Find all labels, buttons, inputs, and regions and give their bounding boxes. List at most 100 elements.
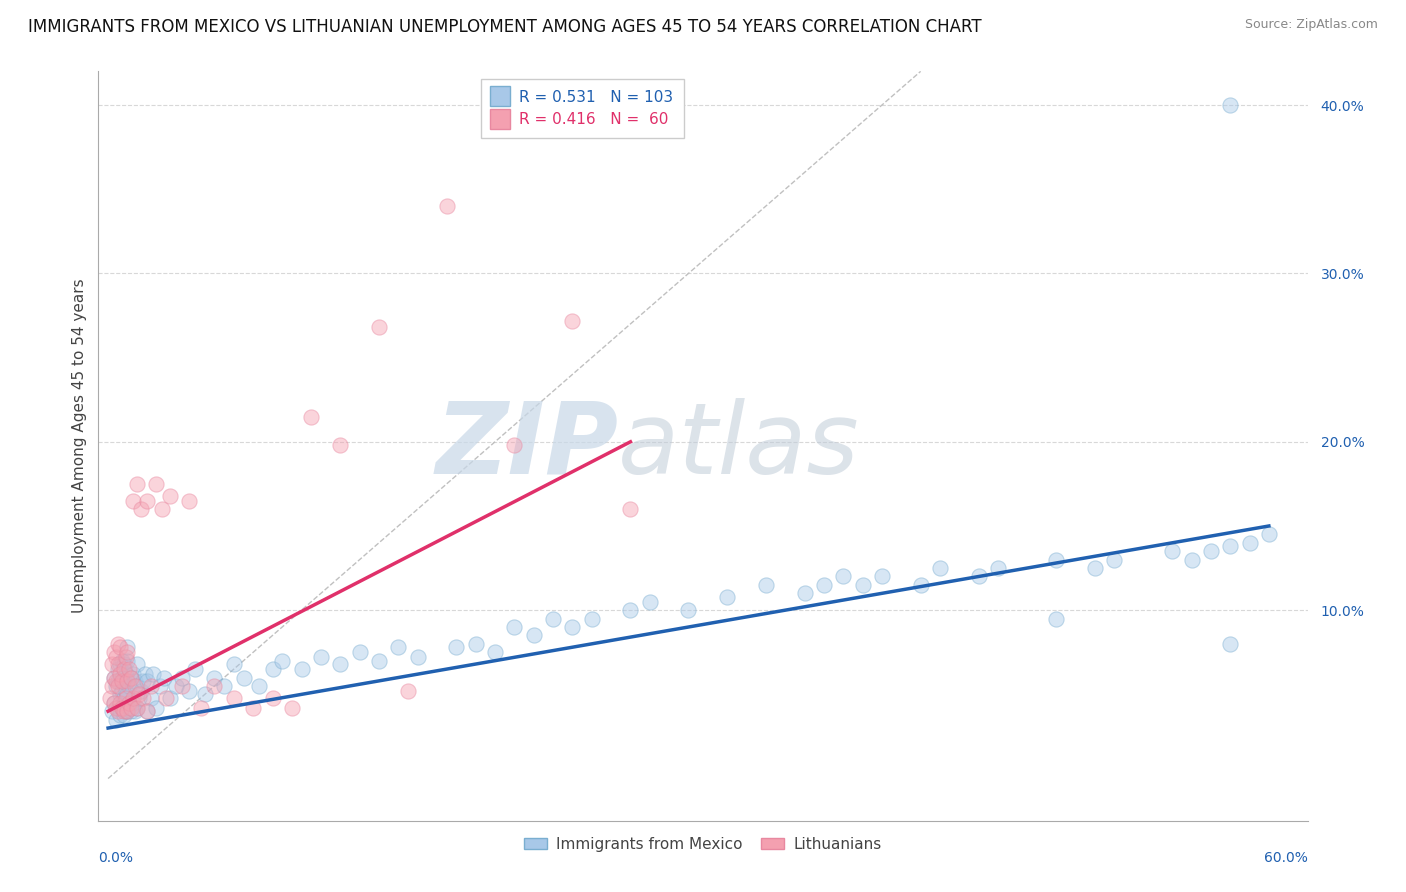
Point <box>142 667 165 681</box>
Point <box>155 690 177 705</box>
Point <box>149 679 172 693</box>
Point <box>101 679 124 693</box>
Point <box>129 502 152 516</box>
Point <box>120 701 142 715</box>
Point <box>262 662 284 676</box>
Point <box>619 603 641 617</box>
Point <box>120 671 142 685</box>
Text: IMMIGRANTS FROM MEXICO VS LITHUANIAN UNEMPLOYMENT AMONG AGES 45 TO 54 YEARS CORR: IMMIGRANTS FROM MEXICO VS LITHUANIAN UNE… <box>28 18 981 36</box>
Point <box>247 679 270 693</box>
Point <box>987 561 1010 575</box>
Point <box>1161 544 1184 558</box>
Point <box>159 489 181 503</box>
Point <box>118 662 141 676</box>
Point <box>179 684 201 698</box>
Point <box>135 673 157 688</box>
Point <box>135 493 157 508</box>
Point <box>118 696 141 710</box>
Point <box>127 657 149 671</box>
Point <box>309 650 332 665</box>
Point <box>107 657 129 671</box>
Point <box>716 590 738 604</box>
Point <box>127 701 149 715</box>
Point <box>108 667 131 681</box>
Point <box>1239 536 1261 550</box>
Point <box>793 586 815 600</box>
Point <box>117 671 139 685</box>
Point <box>134 667 156 681</box>
Point <box>107 673 129 688</box>
Text: 60.0%: 60.0% <box>1264 851 1308 864</box>
Point <box>128 690 150 705</box>
Point <box>281 701 304 715</box>
Point <box>117 645 139 659</box>
Point <box>107 637 129 651</box>
Point <box>104 673 127 688</box>
Legend: Immigrants from Mexico, Lithuanians: Immigrants from Mexico, Lithuanians <box>519 830 887 858</box>
Point <box>122 690 145 705</box>
Text: 0.0%: 0.0% <box>98 851 134 864</box>
Point <box>111 671 134 685</box>
Point <box>127 679 149 693</box>
Point <box>523 628 546 642</box>
Point <box>329 438 352 452</box>
Point <box>870 569 893 583</box>
Point <box>114 684 136 698</box>
Point <box>1084 561 1107 575</box>
Point <box>436 199 458 213</box>
Point <box>117 704 139 718</box>
Point <box>368 654 391 668</box>
Point <box>120 671 142 685</box>
Point <box>108 696 131 710</box>
Point <box>117 673 139 688</box>
Point <box>484 645 506 659</box>
Point <box>108 657 131 671</box>
Point <box>117 687 139 701</box>
Point <box>108 707 131 722</box>
Point <box>132 690 155 705</box>
Point <box>638 595 661 609</box>
Point <box>135 704 157 718</box>
Point <box>242 701 264 715</box>
Point <box>104 701 127 715</box>
Point <box>464 637 486 651</box>
Point <box>111 654 134 668</box>
Point <box>1219 637 1241 651</box>
Point <box>108 640 131 655</box>
Point <box>104 713 127 727</box>
Point <box>204 671 226 685</box>
Point <box>114 650 136 665</box>
Point <box>910 578 932 592</box>
Point <box>112 657 135 671</box>
Point <box>111 701 134 715</box>
Text: ZIP: ZIP <box>436 398 619 494</box>
Point <box>503 438 526 452</box>
Point <box>135 704 157 718</box>
Point <box>104 650 127 665</box>
Point <box>107 679 129 693</box>
Text: Source: ZipAtlas.com: Source: ZipAtlas.com <box>1244 18 1378 31</box>
Point <box>387 640 409 655</box>
Point <box>396 684 419 698</box>
Point <box>118 701 141 715</box>
Point <box>145 476 167 491</box>
Point <box>1045 611 1067 625</box>
Point <box>153 671 176 685</box>
Point <box>406 650 429 665</box>
Point <box>101 657 124 671</box>
Point <box>104 679 127 693</box>
Point <box>1257 527 1279 541</box>
Point <box>581 611 603 625</box>
Point <box>101 704 124 718</box>
Point <box>832 569 855 583</box>
Point <box>122 667 145 681</box>
Point <box>128 687 150 701</box>
Point <box>1219 98 1241 112</box>
Point <box>329 657 352 671</box>
Point <box>111 673 134 688</box>
Point <box>222 690 245 705</box>
Point <box>103 671 125 685</box>
Point <box>117 654 139 668</box>
Point <box>107 701 129 715</box>
Point <box>1045 552 1067 566</box>
